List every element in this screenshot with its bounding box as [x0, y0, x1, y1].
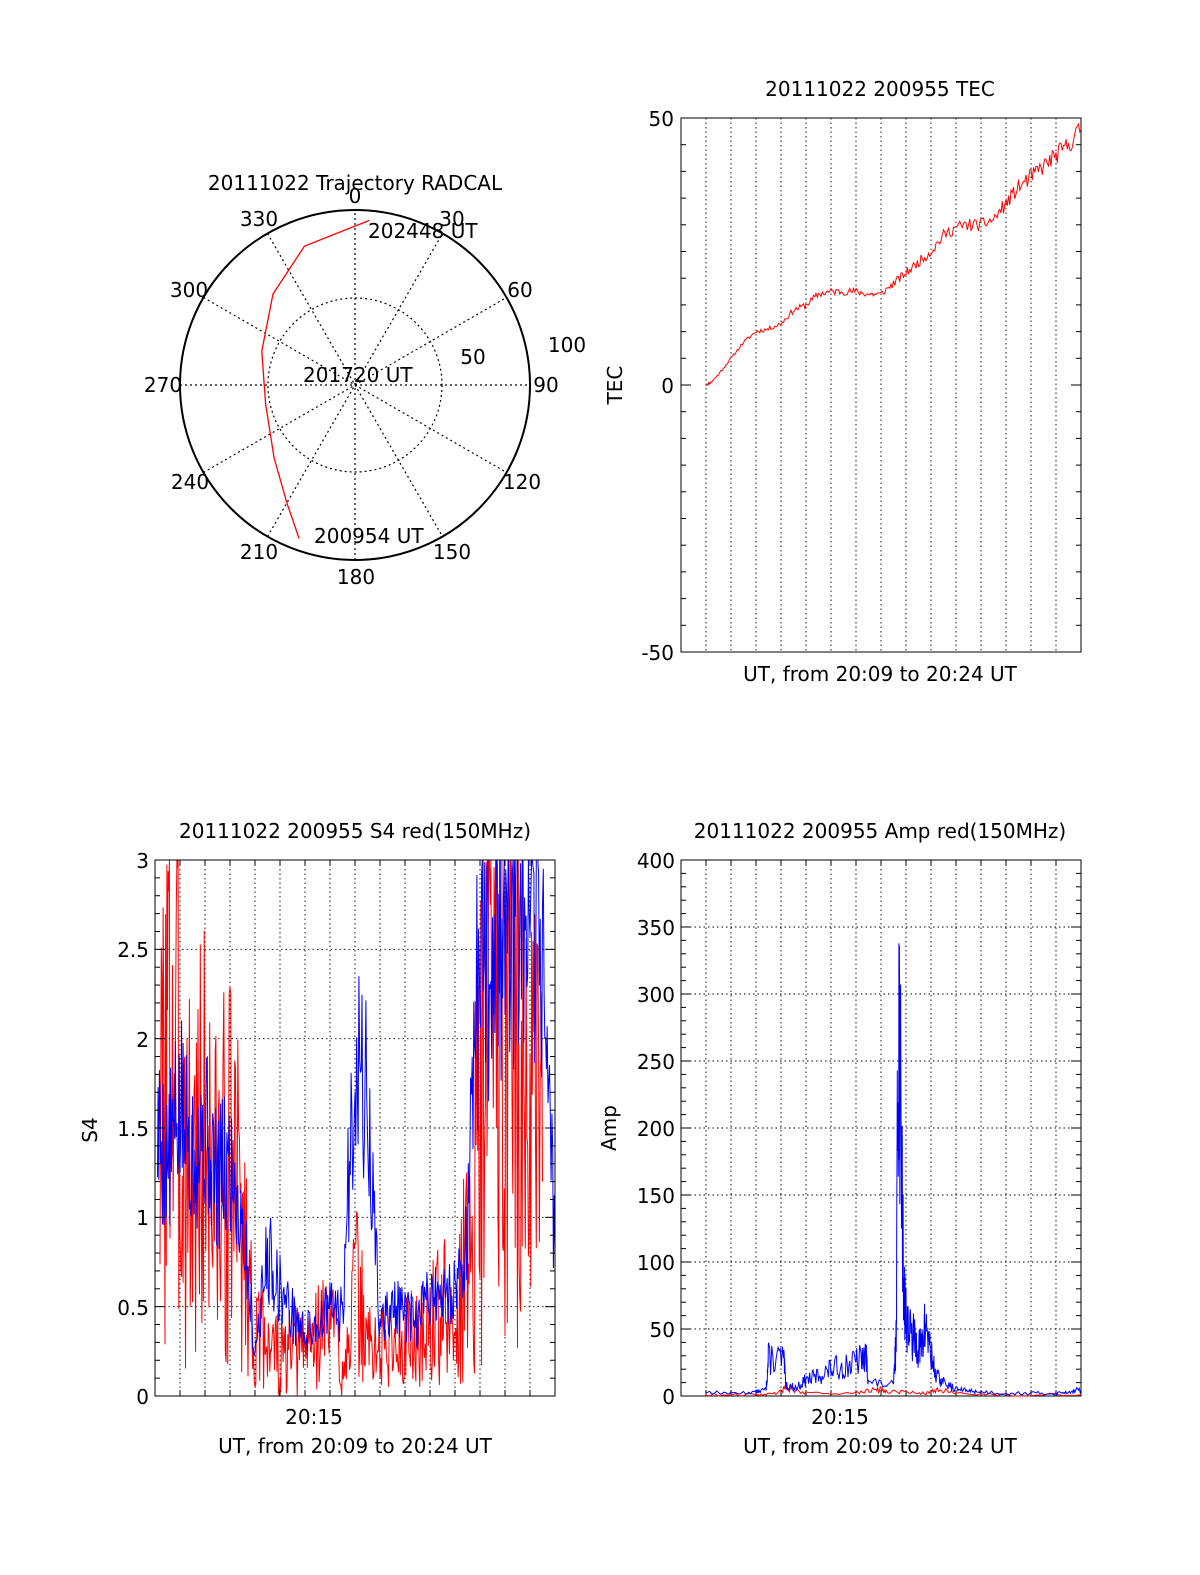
amp-ytick-200: 200: [637, 1117, 675, 1141]
s4-ytick-1-5: 1.5: [117, 1117, 149, 1141]
s4-ytick-2: 2: [136, 1028, 149, 1052]
polar-angle-label-270: 270: [144, 373, 182, 397]
polar-radius-label-100: 100: [548, 333, 586, 357]
tec-ytick-0: 0: [661, 374, 674, 398]
amp-ytick-250: 250: [637, 1050, 675, 1074]
amp-grid: [681, 860, 1081, 1396]
trajectory-mid-label: 201720 UT: [303, 363, 413, 387]
amp-plot-frame: [680, 859, 1082, 1397]
polar-angle-label-180: 180: [337, 565, 375, 589]
amp-blue-line: [705, 943, 1082, 1397]
amp-ytick-300: 300: [637, 983, 675, 1007]
s4-ytick-0: 0: [136, 1385, 149, 1409]
polar-angle-label-30: 30: [439, 207, 464, 231]
amp-ytick-150: 150: [637, 1184, 675, 1208]
s4-xlabel: UT, from 20:09 to 20:24 UT: [218, 1434, 493, 1458]
polar-angle-label-300: 300: [170, 278, 208, 302]
trajectory-polar-panel: 20111022 Trajectory RADCAL 0 30 60 90 12…: [144, 171, 586, 589]
tec-title: 20111022 200955 TEC: [765, 77, 995, 101]
s4-ytick-3: 3: [136, 849, 149, 873]
tec-ytick-50: 50: [649, 107, 674, 131]
tec-red-line: [705, 122, 1082, 386]
amp-ytick-100: 100: [637, 1251, 675, 1275]
trajectory-end-label: 202448 UT: [368, 219, 478, 243]
polar-angle-label-120: 120: [503, 470, 541, 494]
tec-ytick-minus50: -50: [641, 641, 674, 665]
s4-ticks: [155, 859, 555, 1397]
amp-red-line: [705, 1384, 1082, 1397]
tec-ylabel: TEC: [603, 366, 627, 406]
tec-series: [705, 122, 1082, 386]
amp-ytick-0: 0: [662, 1385, 675, 1409]
polar-angle-label-330: 330: [240, 207, 278, 231]
amp-ytick-50: 50: [650, 1318, 675, 1342]
polar-angle-label-60: 60: [507, 278, 532, 302]
trajectory-start-label: 200954 UT: [314, 524, 424, 548]
polar-angle-labels: 0 30 60 90 120 150 180 210 240 270 300 3…: [144, 184, 559, 589]
tec-xlabel: UT, from 20:09 to 20:24 UT: [743, 662, 1018, 686]
amp-title: 20111022 200955 Amp red(150MHz): [694, 819, 1066, 843]
s4-ylabel: S4: [78, 1117, 102, 1142]
s4-title: 20111022 200955 S4 red(150MHz): [179, 819, 531, 843]
polar-radius-label-50: 50: [460, 345, 485, 369]
polar-trajectory-line: [261, 219, 370, 539]
amp-ticks: [681, 859, 1081, 1397]
s4-ytick-0-5: 0.5: [117, 1296, 149, 1320]
s4-series: [157, 859, 556, 1397]
polar-angle-label-150: 150: [433, 540, 471, 564]
polar-angle-label-240: 240: [171, 470, 209, 494]
amp-series: [705, 943, 1082, 1397]
polar-spoke-150: [266, 233, 444, 537]
polar-spokes: [180, 210, 530, 560]
tec-plot-frame: [680, 117, 1082, 653]
amp-xtick-20-15: 20:15: [811, 1405, 869, 1429]
polar-angle-label-90: 90: [533, 373, 558, 397]
polar-angle-label-210: 210: [240, 540, 278, 564]
polar-angle-label-0: 0: [349, 184, 362, 208]
s4-panel: 20111022 200955 S4 red(150MHz) 0 0.5 1 1…: [78, 819, 556, 1458]
amp-ylabel: Amp: [597, 1105, 621, 1151]
amp-xlabel: UT, from 20:09 to 20:24 UT: [743, 1434, 1018, 1458]
s4-ytick-1: 1: [136, 1206, 149, 1230]
amp-ytick-350: 350: [637, 916, 675, 940]
s4-ytick-2-5: 2.5: [117, 938, 149, 962]
amp-panel: 20111022 200955 Amp red(150MHz) 0 50 100…: [597, 819, 1082, 1458]
amp-ytick-400: 400: [637, 849, 675, 873]
tec-grid: [705, 118, 1057, 652]
trajectory-title: 20111022 Trajectory RADCAL: [208, 171, 503, 195]
s4-blue-line: [157, 859, 556, 1356]
s4-xtick-20-15: 20:15: [285, 1405, 343, 1429]
tec-panel: 20111022 200955 TEC 50 0 -50 TEC UT, fro…: [603, 77, 1082, 686]
